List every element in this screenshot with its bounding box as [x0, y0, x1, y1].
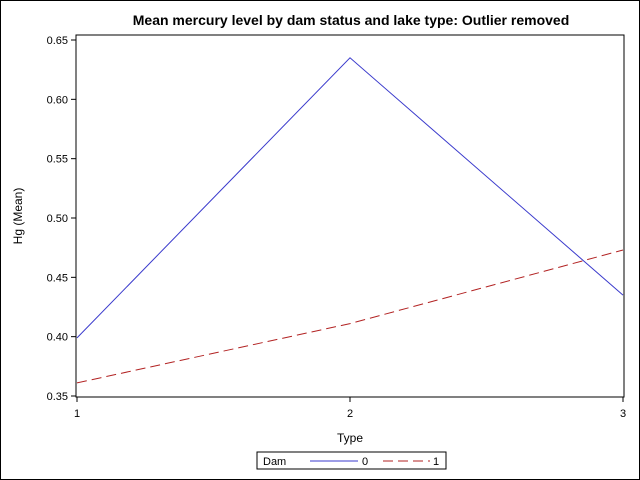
y-tick-label: 0.55	[47, 154, 68, 166]
legend-label-series-0: 0	[362, 456, 368, 468]
y-axis-label: Hg (Mean)	[11, 188, 25, 245]
y-axis: 0.35 0.40 0.45 0.50 0.55 0.60 0.65	[47, 35, 76, 403]
x-tick-label: 2	[347, 408, 353, 420]
legend: Dam 0 1	[256, 451, 447, 470]
series-group	[76, 57, 624, 384]
y-tick-label: 0.60	[47, 94, 68, 106]
x-tick-label: 1	[74, 408, 80, 420]
series-line-0	[76, 57, 624, 339]
x-axis: 1 2 3	[74, 397, 626, 420]
series-line-1	[76, 249, 624, 384]
legend-label-series-1: 1	[433, 456, 439, 468]
chart-title: Mean mercury level by dam status and lak…	[133, 12, 570, 28]
y-tick-label: 0.35	[47, 391, 68, 403]
y-tick-label: 0.50	[47, 213, 68, 225]
legend-title: Dam	[263, 456, 286, 468]
x-tick-label: 3	[620, 408, 626, 420]
y-tick-label: 0.40	[47, 332, 68, 344]
x-axis-label: Type	[337, 431, 363, 445]
y-tick-label: 0.65	[47, 35, 68, 47]
y-tick-label: 0.45	[47, 272, 68, 284]
plot-area	[75, 34, 625, 398]
